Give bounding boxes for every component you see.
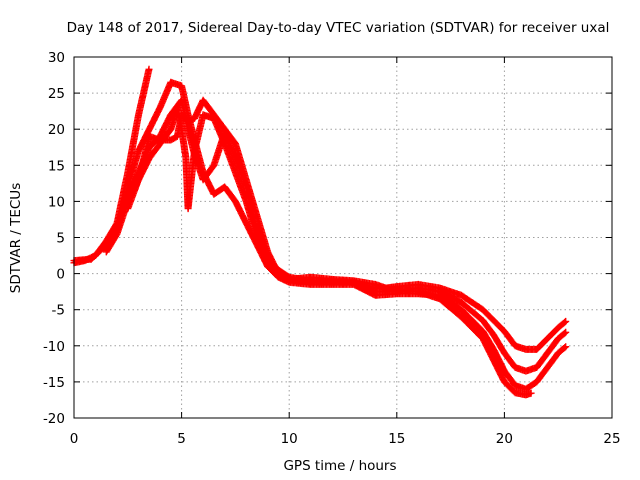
x-tick-label: 5 — [177, 431, 186, 447]
y-tick-label: -20 — [43, 411, 65, 427]
data-point — [562, 317, 570, 325]
x-tick-label: 20 — [496, 431, 513, 447]
y-tick-label: 15 — [48, 158, 65, 174]
data-point — [562, 343, 570, 351]
y-tick-label: -5 — [52, 303, 65, 319]
y-tick-label: 30 — [48, 50, 65, 66]
series-track-5 — [124, 96, 535, 399]
y-tick-label: 20 — [48, 122, 65, 138]
grid-lines — [74, 57, 612, 418]
data-point — [561, 344, 569, 352]
x-tick-label: 0 — [70, 431, 79, 447]
y-axis-label: SDTVAR / TECUs — [8, 183, 24, 293]
x-tick-label: 10 — [281, 431, 298, 447]
x-tick-label: 15 — [388, 431, 405, 447]
x-tick-labels: 0 5 10 15 20 25 — [70, 431, 621, 447]
data-point — [145, 65, 153, 73]
y-tick-label: 10 — [48, 194, 65, 210]
data-points — [70, 65, 570, 399]
axis-ticks — [73, 56, 613, 419]
y-tick-label: 25 — [48, 86, 65, 102]
x-tick-label: 25 — [603, 431, 620, 447]
y-tick-label: -10 — [43, 339, 65, 355]
series-track-2 — [70, 78, 570, 353]
chart-title: Day 148 of 2017, Sidereal Day-to-day VTE… — [67, 20, 610, 36]
x-axis-label: GPS time / hours — [283, 458, 396, 474]
y-tick-label: -15 — [43, 375, 65, 391]
data-point — [527, 389, 535, 397]
y-tick-label: 0 — [56, 267, 65, 283]
y-tick-label: 5 — [56, 231, 65, 247]
y-tick-labels: -20 -15 -10 -5 0 5 10 15 20 25 30 — [43, 50, 65, 427]
data-point — [562, 328, 570, 336]
data-point — [561, 329, 569, 337]
data-point — [561, 318, 569, 326]
